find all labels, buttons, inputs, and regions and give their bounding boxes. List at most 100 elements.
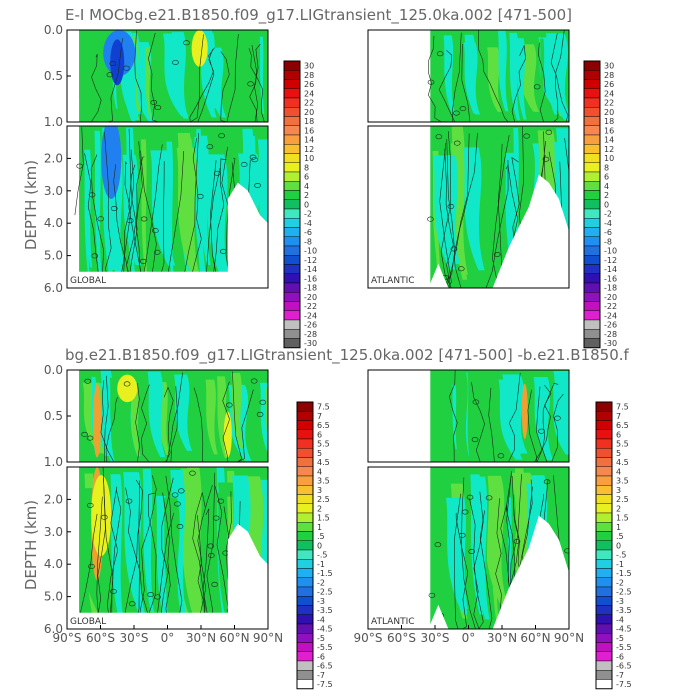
field-band bbox=[487, 47, 502, 112]
x-tick-label: 90°S bbox=[53, 631, 82, 645]
colorbar-swatch bbox=[283, 319, 301, 330]
colorbar-swatch bbox=[283, 282, 301, 293]
contour-zero-mark bbox=[152, 228, 159, 234]
contour-line bbox=[107, 486, 119, 629]
colorbar-swatch bbox=[595, 512, 613, 523]
contour-line bbox=[157, 161, 165, 288]
colorbar-label: -20 bbox=[604, 293, 617, 302]
colorbar-label: 6.5 bbox=[317, 421, 330, 430]
colorbar-swatch bbox=[583, 181, 601, 191]
colorbar-swatch bbox=[283, 273, 301, 284]
contour-line bbox=[506, 372, 521, 462]
colorbar-swatch bbox=[595, 540, 613, 551]
colorbar-label: 2.5 bbox=[317, 495, 330, 504]
x-tick-label: 60°S bbox=[86, 631, 115, 645]
field-band bbox=[446, 497, 467, 610]
colorbar-label: -16 bbox=[604, 274, 617, 283]
colorbar-swatch bbox=[595, 568, 613, 578]
colorbar-label: 24 bbox=[604, 89, 614, 98]
contour-line bbox=[206, 472, 216, 629]
colorbar-swatch bbox=[296, 633, 314, 643]
contour-zero-mark bbox=[88, 192, 96, 198]
colorbar-swatch bbox=[296, 549, 314, 560]
y-tick-label: 1.0 bbox=[44, 455, 63, 469]
lower-subpanel bbox=[368, 467, 569, 629]
contour-zero-mark bbox=[110, 205, 118, 211]
colorbar-swatch bbox=[296, 438, 314, 449]
seafloor-mask bbox=[428, 515, 569, 629]
colorbar-label: 28 bbox=[304, 71, 314, 80]
colorbar-label: -5 bbox=[317, 634, 325, 643]
colorbar-swatch bbox=[296, 605, 314, 615]
colorbar-swatch bbox=[283, 227, 301, 237]
contour-zero-mark bbox=[208, 552, 215, 558]
field-band bbox=[130, 386, 141, 457]
y-tick-label: 2.0 bbox=[44, 492, 63, 506]
colorbar-swatch bbox=[595, 605, 613, 615]
colorbar-swatch bbox=[283, 236, 301, 247]
lower-subpanel bbox=[67, 126, 268, 288]
upper-subpanel bbox=[368, 30, 569, 122]
contour-zero-mark bbox=[435, 134, 443, 140]
contour-zero-mark bbox=[543, 479, 551, 485]
colorbar-swatch bbox=[595, 466, 613, 477]
colorbar-label: -8 bbox=[304, 237, 312, 246]
contour-zero-mark bbox=[176, 524, 184, 530]
colorbar-label: 16 bbox=[304, 126, 314, 135]
contour-line bbox=[104, 375, 109, 462]
colorbar-label: 3.5 bbox=[317, 477, 330, 486]
colorbar-label: 0 bbox=[317, 541, 322, 550]
contour-line bbox=[232, 371, 243, 462]
colorbar-label: 8 bbox=[304, 163, 309, 172]
colorbar-swatch bbox=[583, 301, 601, 311]
colorbar-swatch bbox=[583, 208, 601, 219]
colorbar-swatch bbox=[296, 411, 314, 421]
colorbar-swatch bbox=[583, 88, 601, 99]
field-band bbox=[231, 372, 244, 449]
colorbar-label: -10 bbox=[604, 247, 617, 256]
colorbar-label: 1 bbox=[317, 523, 322, 532]
upper-subpanel bbox=[368, 370, 569, 462]
colorbar-swatch bbox=[283, 199, 301, 210]
panel-label: GLOBAL bbox=[70, 276, 106, 286]
colorbar-swatch bbox=[583, 218, 601, 228]
contour-line bbox=[74, 513, 98, 629]
colorbar-label: -2 bbox=[317, 578, 325, 587]
contour-line bbox=[446, 139, 463, 288]
contour-zero-mark bbox=[211, 581, 218, 587]
field-band bbox=[94, 130, 102, 281]
colorbar-label: -14 bbox=[604, 265, 617, 274]
contour-line bbox=[135, 382, 140, 462]
contour-zero-mark bbox=[197, 193, 204, 199]
field-band bbox=[123, 472, 146, 615]
lower-frame bbox=[66, 125, 269, 289]
colorbar-swatch bbox=[595, 577, 613, 588]
contour-line bbox=[537, 42, 546, 122]
colorbar-swatch bbox=[583, 329, 601, 339]
colorbar-swatch bbox=[595, 448, 613, 458]
colorbar-swatch bbox=[583, 134, 601, 145]
contour-zero-mark bbox=[472, 399, 480, 405]
colorbar-label: 2 bbox=[304, 191, 309, 200]
contour-line bbox=[488, 387, 499, 462]
field-band bbox=[142, 468, 154, 613]
colorbar-swatch bbox=[296, 503, 314, 514]
contour-zero-mark bbox=[538, 428, 545, 434]
colorbar-label: -16 bbox=[304, 274, 317, 283]
contour-zero-mark bbox=[86, 435, 94, 441]
contour-line bbox=[439, 142, 452, 288]
contour-line bbox=[473, 491, 484, 629]
contour-line bbox=[461, 477, 476, 629]
field-feature bbox=[191, 30, 208, 67]
colorbar-label: 2 bbox=[616, 504, 621, 513]
contour-line bbox=[249, 44, 260, 122]
contour-zero-mark bbox=[154, 105, 162, 111]
colorbar-swatch bbox=[296, 670, 314, 680]
colorbar-label: 8 bbox=[604, 163, 609, 172]
contour-zero-mark bbox=[76, 163, 84, 169]
colorbar-swatch bbox=[595, 633, 613, 643]
colorbar-label: 1.5 bbox=[317, 514, 330, 523]
contour-line bbox=[226, 33, 239, 122]
contour-zero-mark bbox=[123, 65, 130, 71]
